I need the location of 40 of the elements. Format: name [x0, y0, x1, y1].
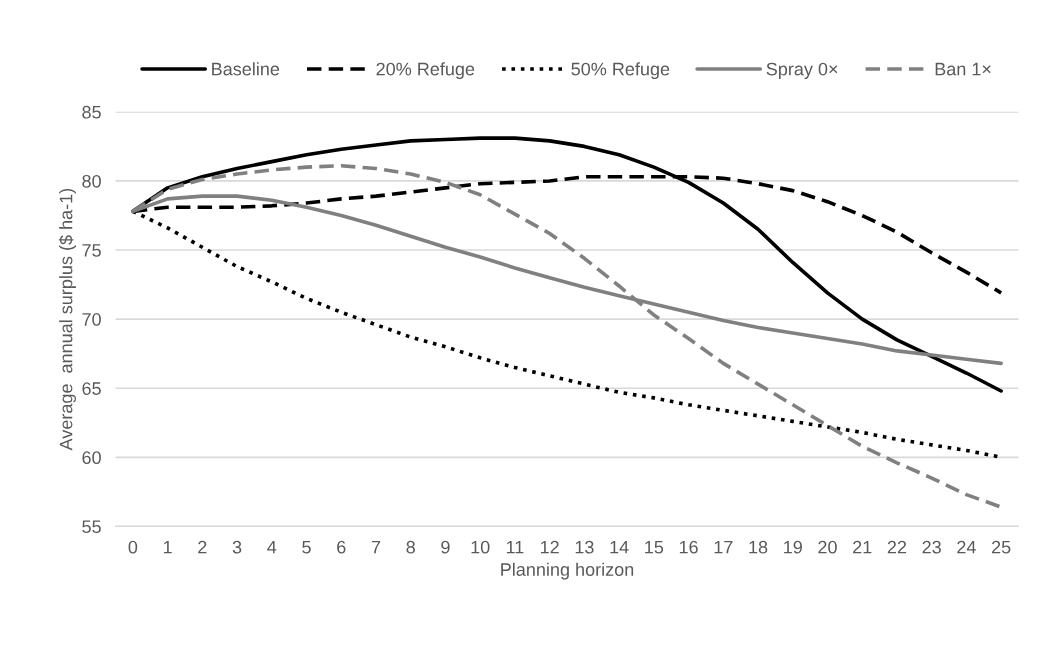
x-tick-label: 6 — [337, 540, 346, 554]
x-tick-label: 9 — [441, 540, 450, 554]
x-tick-label: 8 — [406, 540, 415, 554]
y-tick-label: 60 — [82, 451, 101, 465]
legend-label: Baseline — [212, 62, 280, 76]
x-tick-label: 2 — [198, 540, 207, 554]
x-tick-label: 18 — [749, 540, 768, 554]
x-tick-label: 17 — [714, 540, 733, 554]
x-tick-label: 11 — [506, 540, 524, 554]
legend-label: 50% Refuge — [571, 62, 670, 80]
x-tick-label: 24 — [957, 540, 976, 554]
x-tick-label: 7 — [371, 540, 381, 554]
x-axis-title: Planning horizon — [501, 562, 634, 580]
x-tick-label: 10 — [471, 540, 490, 554]
legend-label: Ban 1× — [935, 62, 991, 76]
x-tick-label: 23 — [922, 540, 941, 554]
x-tick-label: 19 — [784, 540, 802, 554]
x-tick-label: 22 — [887, 540, 907, 554]
x-tick-label: 14 — [610, 540, 629, 554]
y-tick-label: 70 — [82, 313, 101, 326]
x-tick-label: 3 — [232, 540, 242, 554]
y-tick-label: 85 — [82, 105, 101, 119]
x-tick-label: 12 — [540, 540, 559, 554]
x-tick-label: 1 — [163, 540, 172, 554]
x-tick-label: 15 — [645, 540, 664, 554]
x-tick-label: 16 — [679, 540, 698, 554]
x-tick-label: 13 — [575, 540, 594, 554]
y-tick-label: 75 — [82, 244, 101, 257]
x-tick-label: 20 — [818, 540, 837, 554]
x-tick-label: 0 — [128, 540, 138, 554]
legend-label: 20% Refuge — [376, 62, 475, 80]
x-tick-label: 25 — [992, 540, 1011, 554]
legend-label: Spray 0× — [766, 62, 838, 80]
y-tick-label: 65 — [82, 382, 101, 395]
x-tick-label: 4 — [267, 540, 277, 554]
x-tick-label: 21 — [853, 540, 872, 554]
y-tick-label: 55 — [82, 520, 101, 534]
y-axis-title: Average annual surplus ($ ha-1) — [58, 188, 76, 451]
y-tick-label: 80 — [82, 174, 101, 188]
x-tick-label: 5 — [302, 540, 311, 554]
